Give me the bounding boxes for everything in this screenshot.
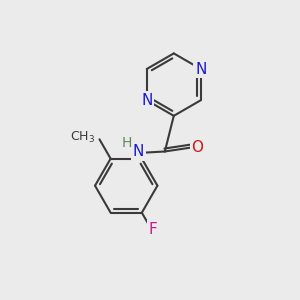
Text: N: N: [132, 144, 144, 159]
Text: N: N: [141, 93, 152, 108]
Text: CH$_3$: CH$_3$: [70, 130, 95, 146]
Text: H: H: [122, 136, 132, 151]
Text: O: O: [192, 140, 204, 154]
Text: N: N: [195, 61, 206, 76]
Text: F: F: [148, 222, 157, 237]
